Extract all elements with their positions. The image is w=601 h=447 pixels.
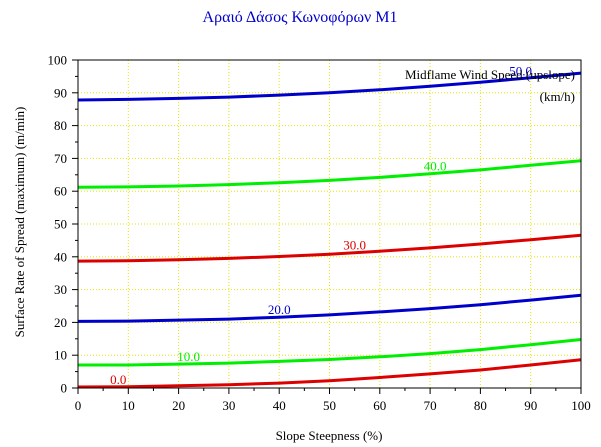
series-labels: 0.0 10.0 20.0 30.0 40.0 50.0 <box>110 64 532 387</box>
x-tick-label: 50 <box>323 398 336 413</box>
x-tick-label: 80 <box>474 398 487 413</box>
series-line <box>77 71 582 102</box>
y-tick-label: 40 <box>54 249 67 264</box>
x-axis-label: Slope Steepness (%) <box>276 428 383 443</box>
x-tick-label: 70 <box>424 398 437 413</box>
series-lines <box>77 71 582 389</box>
legend-units: (km/h) <box>540 89 575 104</box>
series-label: 40.0 <box>424 158 447 173</box>
x-tick-label: 40 <box>273 398 286 413</box>
series-line <box>77 233 582 263</box>
series-label: 10.0 <box>177 349 200 364</box>
grid <box>78 60 581 388</box>
x-tick-label: 90 <box>524 398 537 413</box>
series-label: 20.0 <box>268 302 291 317</box>
y-tick-label: 90 <box>54 85 67 100</box>
y-tick-label: 10 <box>54 348 67 363</box>
y-tick-label: 80 <box>54 118 67 133</box>
y-tick-label: 20 <box>54 315 67 330</box>
y-tick-label: 70 <box>54 151 67 166</box>
axis-ticks <box>72 59 582 394</box>
x-tick-label: 0 <box>75 398 82 413</box>
y-axis-label: Surface Rate of Spread (maximum) (m/min) <box>12 107 27 338</box>
legend-title: Midflame Wind Speed (upslope) <box>405 67 575 82</box>
y-tick-label: 50 <box>54 217 67 232</box>
y-tick-label: 100 <box>48 53 68 68</box>
series-line <box>77 293 582 323</box>
x-tick-label: 20 <box>172 398 185 413</box>
series-line <box>77 358 582 389</box>
chart-title: Αραιό Δάσος Κωνοφόρων M1 <box>203 9 398 26</box>
series-label: 50.0 <box>509 64 532 79</box>
x-tick-label: 100 <box>571 398 591 413</box>
y-tick-labels: 0 10 20 30 40 50 60 70 80 90 100 <box>48 53 68 396</box>
x-tick-label: 60 <box>373 398 386 413</box>
series-label: 30.0 <box>343 238 366 253</box>
y-tick-label: 60 <box>54 184 67 199</box>
x-tick-labels: 0 10 20 30 40 50 60 70 80 90 100 <box>75 398 591 413</box>
series-line <box>78 338 582 367</box>
y-tick-label: 30 <box>54 282 67 297</box>
x-tick-label: 10 <box>122 398 135 413</box>
y-tick-label: 0 <box>61 381 68 396</box>
x-tick-label: 30 <box>222 398 235 413</box>
series-label: 0.0 <box>110 372 126 387</box>
series-line <box>77 159 582 189</box>
